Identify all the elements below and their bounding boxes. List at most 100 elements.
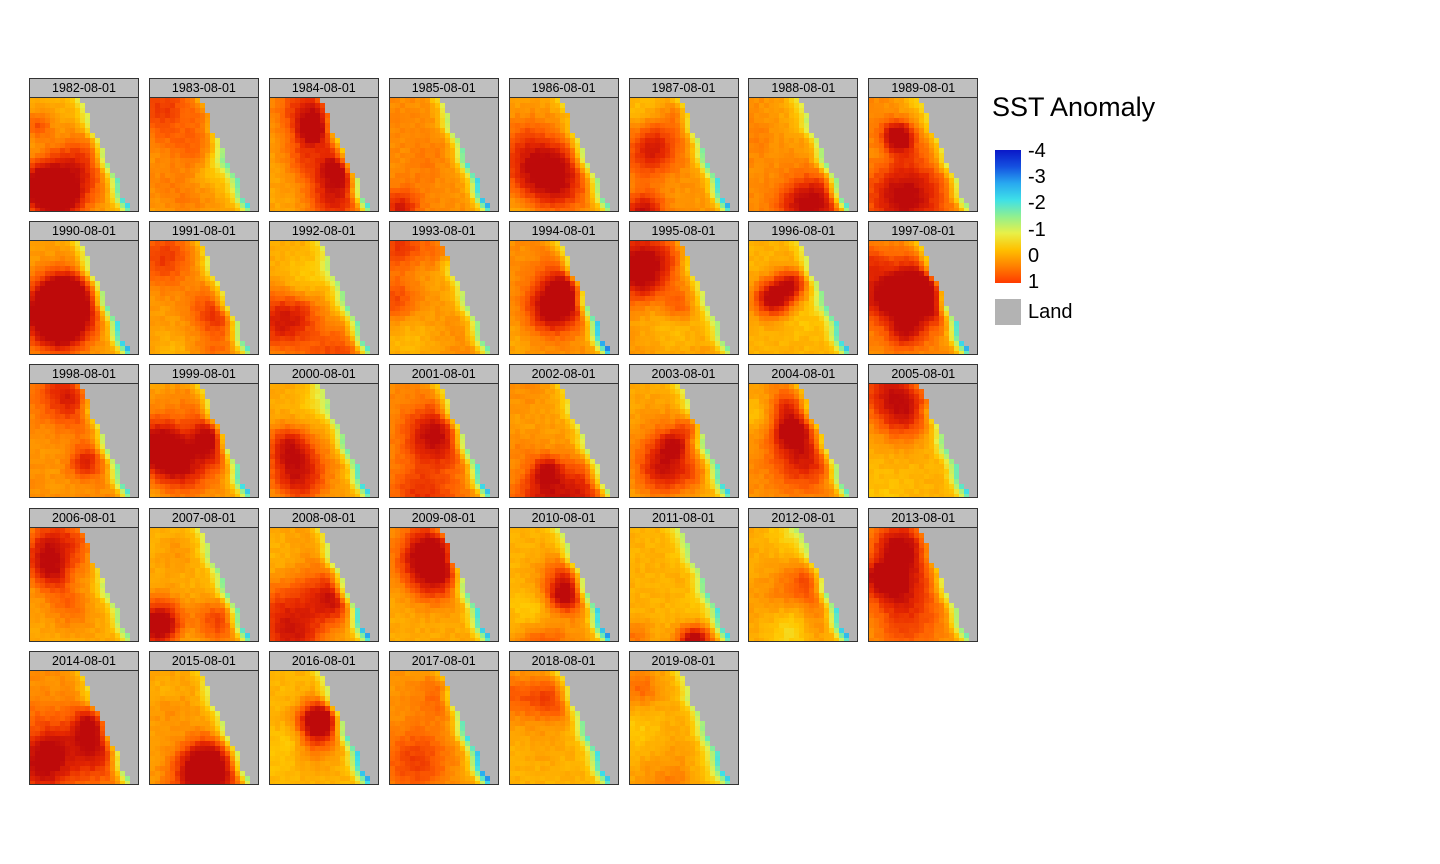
facet-strip-label: 1982-08-01 (29, 78, 139, 98)
sst-anomaly-map (388, 384, 499, 499)
facet-panel: 1995-08-01 (628, 221, 739, 356)
facet-panel: 1986-08-01 (508, 78, 619, 212)
facet-strip-label: 1983-08-01 (148, 78, 259, 98)
facet-strip-label: 1998-08-01 (29, 364, 139, 385)
facet-panel: 2001-08-01 (388, 364, 499, 499)
facet-strip-label: 2015-08-01 (148, 650, 259, 671)
facet-panel: 1997-08-01 (868, 221, 979, 356)
facet-strip-label: 1993-08-01 (388, 221, 499, 242)
sst-anomaly-map (29, 241, 139, 356)
facet-strip-label: 2002-08-01 (508, 364, 619, 385)
facet-panel: 2015-08-01 (148, 650, 259, 785)
facet-panel: 2007-08-01 (148, 507, 259, 642)
facet-strip-label: 1994-08-01 (508, 221, 619, 242)
facet-panel: 2013-08-01 (868, 507, 979, 642)
sst-anomaly-map (268, 241, 379, 356)
sst-anomaly-map (868, 527, 979, 642)
sst-anomaly-map (268, 98, 379, 212)
facet-panel: 2008-08-01 (268, 507, 379, 642)
facet-panel: 2011-08-01 (628, 507, 739, 642)
legend-title: SST Anomaly (992, 92, 1156, 122)
facet-strip-label: 1996-08-01 (748, 221, 859, 242)
facet-strip-label: 1992-08-01 (268, 221, 379, 242)
facet-strip-label: 2014-08-01 (29, 650, 139, 671)
facet-panel: 1996-08-01 (748, 221, 859, 356)
facet-strip-label: 2006-08-01 (29, 507, 139, 528)
sst-anomaly-map (628, 527, 739, 642)
facet-panel: 1991-08-01 (148, 221, 259, 356)
sst-anomaly-map (148, 670, 259, 785)
facet-panel: 2000-08-01 (268, 364, 379, 499)
facet-panel: 1992-08-01 (268, 221, 379, 356)
facet-strip-label: 1999-08-01 (148, 364, 259, 385)
sst-anomaly-map (148, 98, 259, 212)
sst-anomaly-map (508, 527, 619, 642)
facet-panel: 1993-08-01 (388, 221, 499, 356)
facet-strip-label: 2004-08-01 (748, 364, 859, 385)
facet-strip-label: 2009-08-01 (388, 507, 499, 528)
sst-anomaly-map (628, 384, 739, 499)
sst-anomaly-map (868, 241, 979, 356)
legend: SST Anomaly -4 -3 -2 -1 0 1 Land (992, 92, 1252, 332)
land-color-swatch (995, 299, 1021, 325)
facet-panel: 1984-08-01 (268, 78, 379, 212)
facet-panel: 2016-08-01 (268, 650, 379, 785)
facet-strip-label: 2011-08-01 (628, 507, 739, 528)
facet-strip-label: 1986-08-01 (508, 78, 619, 98)
facet-panel: 2014-08-01 (29, 650, 139, 785)
facet-panel: 1982-08-01 (29, 78, 139, 212)
facet-strip-label: 2012-08-01 (748, 507, 859, 528)
sst-anomaly-map (148, 384, 259, 499)
facet-panel: 2006-08-01 (29, 507, 139, 642)
sst-anomaly-map (29, 527, 139, 642)
facet-strip-label: 1995-08-01 (628, 221, 739, 242)
facet-strip-label: 2000-08-01 (268, 364, 379, 385)
colorbar-tick-label: -3 (1028, 166, 1046, 189)
facet-strip-label: 1991-08-01 (148, 221, 259, 242)
facet-strip-label: 1987-08-01 (628, 78, 739, 98)
colorbar-gradient (995, 150, 1021, 283)
sst-anomaly-map (268, 670, 379, 785)
facet-strip-label: 2017-08-01 (388, 650, 499, 671)
facet-strip-label: 2003-08-01 (628, 364, 739, 385)
facet-panel: 2003-08-01 (628, 364, 739, 499)
facet-strip-label: 1988-08-01 (748, 78, 859, 98)
facet-panel: 1990-08-01 (29, 221, 139, 356)
sst-anomaly-map (508, 670, 619, 785)
facet-panel: 2012-08-01 (748, 507, 859, 642)
sst-anomaly-map (748, 384, 859, 499)
sst-anomaly-map (29, 98, 139, 212)
facet-panel: 1985-08-01 (388, 78, 499, 212)
facet-panel: 1994-08-01 (508, 221, 619, 356)
facet-panel: 2009-08-01 (388, 507, 499, 642)
facet-strip-label: 2013-08-01 (868, 507, 979, 528)
facet-strip-label: 2008-08-01 (268, 507, 379, 528)
sst-anomaly-map (748, 98, 859, 212)
facet-panel: 1998-08-01 (29, 364, 139, 499)
colorbar-tick-label: 1 (1028, 271, 1040, 293)
sst-anomaly-map (508, 98, 619, 212)
facet-strip-label: 1989-08-01 (868, 78, 979, 98)
facet-strip-label: 1984-08-01 (268, 78, 379, 98)
facet-panel: 2010-08-01 (508, 507, 619, 642)
colorbar-tick-label: -1 (1028, 218, 1046, 241)
facet-panel: 1987-08-01 (628, 78, 739, 212)
sst-anomaly-map (388, 241, 499, 356)
facet-panel: 1999-08-01 (148, 364, 259, 499)
sst-anomaly-map (148, 241, 259, 356)
colorbar-tick-label: -2 (1028, 192, 1046, 215)
facet-panel: 2017-08-01 (388, 650, 499, 785)
sst-anomaly-map (748, 527, 859, 642)
facet-strip-label: 2018-08-01 (508, 650, 619, 671)
sst-anomaly-map (268, 384, 379, 499)
facet-panel: 2002-08-01 (508, 364, 619, 499)
facet-strip-label: 2010-08-01 (508, 507, 619, 528)
sst-anomaly-map (268, 527, 379, 642)
facet-panel: 2019-08-01 (628, 650, 739, 785)
sst-anomaly-map (748, 241, 859, 356)
sst-anomaly-map (388, 98, 499, 212)
sst-anomaly-map (148, 527, 259, 642)
sst-anomaly-map (29, 670, 139, 785)
sst-anomaly-map (628, 670, 739, 785)
